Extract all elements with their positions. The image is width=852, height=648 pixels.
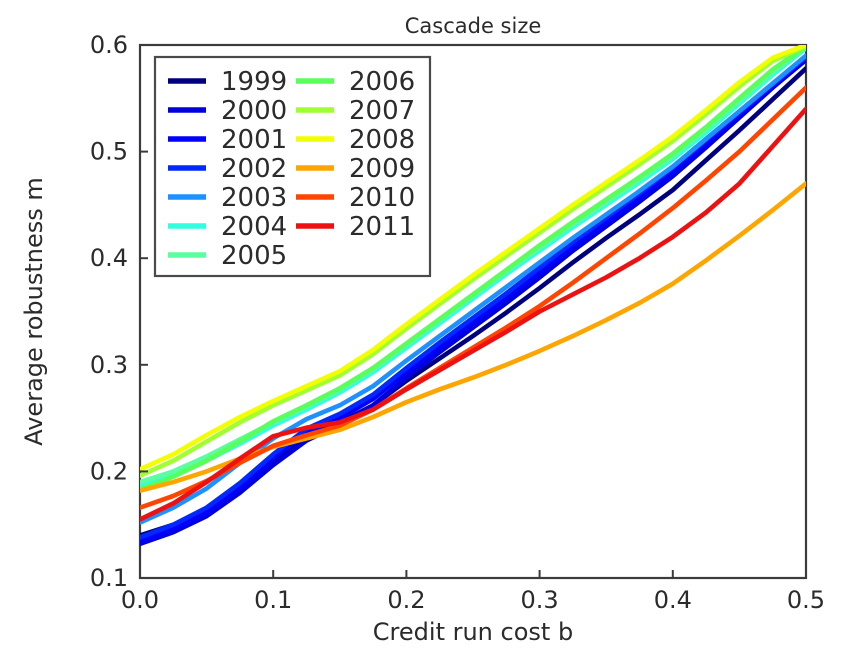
legend-item-2011[interactable]: 2011 [296,212,415,242]
legend-item-1999[interactable]: 1999 [168,67,287,97]
legend-label-2001: 2001 [221,125,287,155]
legend-label-2002: 2002 [221,154,287,184]
legend-label-1999: 1999 [221,67,287,97]
y-tick-label-0.6: 0.6 [90,31,128,59]
legend-label-2006: 2006 [349,67,415,97]
legend-item-2007[interactable]: 2007 [296,96,415,126]
series-line-2000 [140,57,806,547]
y-tick-label-0.1: 0.1 [90,564,128,592]
chart-title: Cascade size [405,14,542,38]
series-line-2010 [140,85,806,510]
legend-item-2005[interactable]: 2005 [168,241,287,271]
legend-label-2004: 2004 [221,212,287,242]
legend-label-2007: 2007 [349,96,415,126]
legend-item-2008[interactable]: 2008 [296,125,415,155]
series-line-2001 [140,55,806,545]
y-axis-label: Average robustness m [20,177,48,446]
series-line-2011 [140,106,806,522]
legend-label-2005: 2005 [221,241,287,271]
legend-item-2004[interactable]: 2004 [168,212,287,242]
series-line-2006 [140,45,806,492]
legend-item-2009[interactable]: 2009 [296,154,415,184]
legend-item-2000[interactable]: 2000 [168,96,287,126]
legend-label-2011: 2011 [349,212,415,242]
legend-item-2002[interactable]: 2002 [168,154,287,184]
y-tick-label-0.5: 0.5 [90,138,128,166]
y-tick-label-0.4: 0.4 [90,244,128,272]
series-group [140,45,806,547]
series-line-2007 [140,45,806,478]
legend-item-2006[interactable]: 2006 [296,67,415,97]
axis-labels-group: Cascade size Credit run cost b Average rob… [20,14,573,646]
y-tick-label-0.2: 0.2 [90,457,128,485]
legend-label-2003: 2003 [221,183,287,213]
x-tick-label-0.5: 0.5 [787,586,825,614]
x-tick-label-0.4: 0.4 [654,586,692,614]
x-tick-label-0.0: 0.0 [121,586,159,614]
legend-label-2009: 2009 [349,154,415,184]
legend-item-2003[interactable]: 2003 [168,183,287,213]
legend-label-2000: 2000 [221,96,287,126]
x-tick-label-0.3: 0.3 [521,586,559,614]
x-tick-label-0.1: 0.1 [254,586,292,614]
x-tick-label-0.2: 0.2 [387,586,425,614]
legend-item-2001[interactable]: 2001 [168,125,287,155]
legend-label-2010: 2010 [349,183,415,213]
legend-label-2008: 2008 [349,125,415,155]
axis-ticks-group: 0.0 0.1 0.2 0.3 0.4 0.50.10.20.30.40.50.6 [90,31,825,614]
series-line-2008 [140,45,806,472]
x-axis-label: Credit run cost b [373,618,573,646]
series-line-2004 [140,45,806,489]
legend-item-2010[interactable]: 2010 [296,183,415,213]
y-tick-label-0.3: 0.3 [90,351,128,379]
